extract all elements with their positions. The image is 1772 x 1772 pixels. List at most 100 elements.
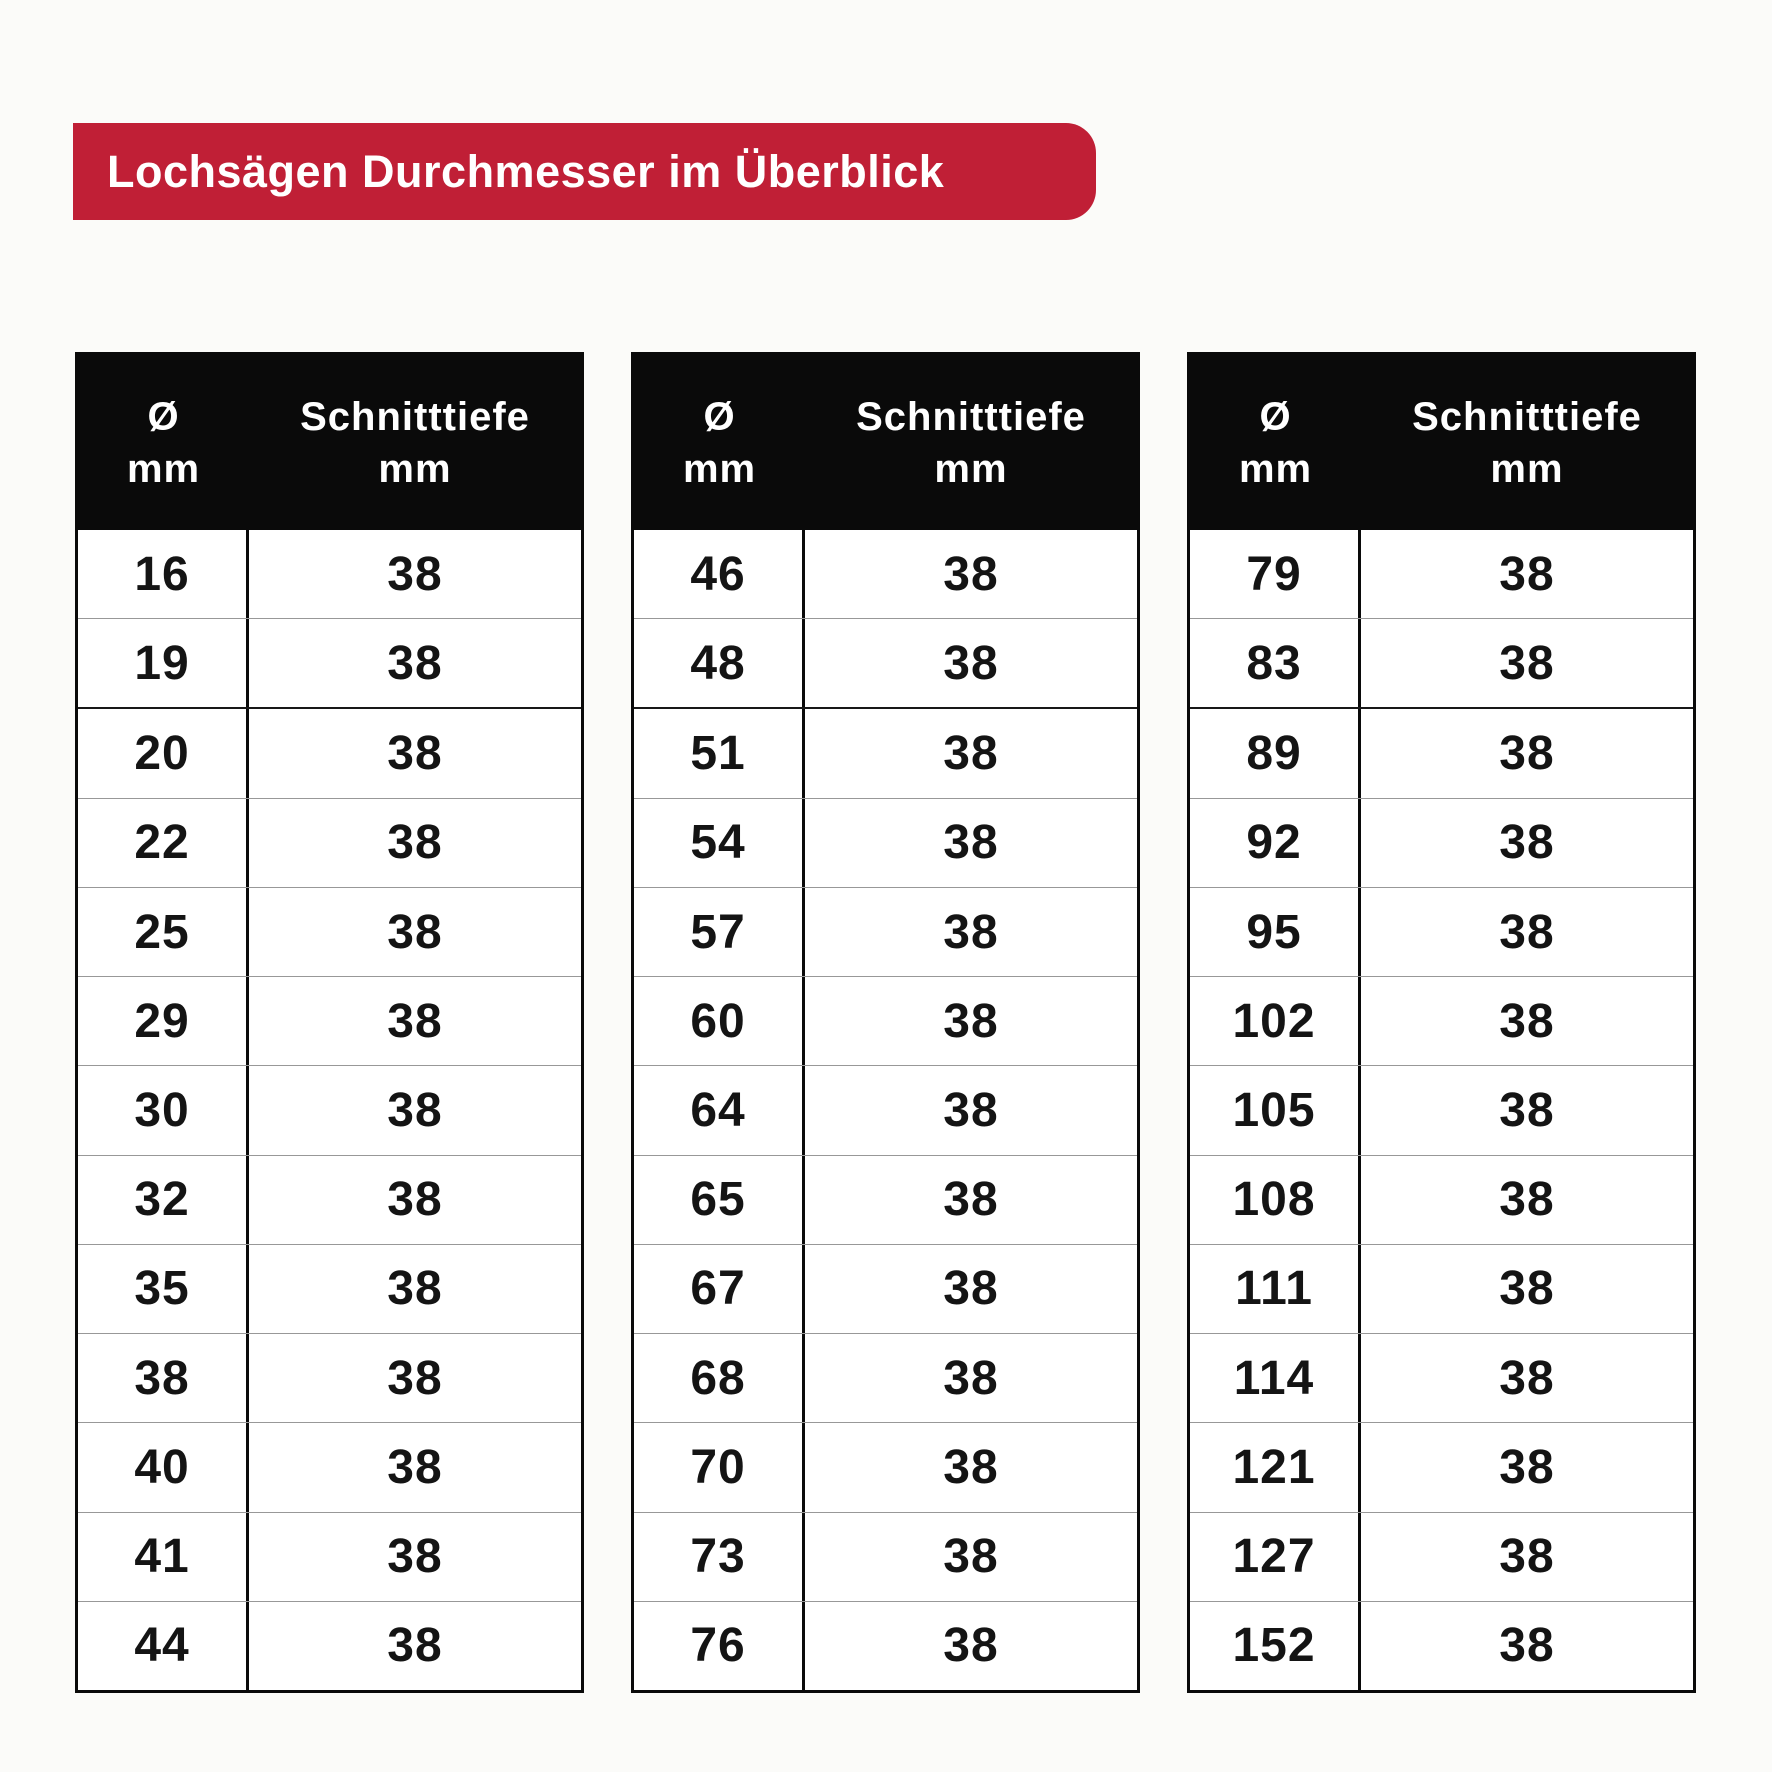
- diameter-cell: 114: [1190, 1334, 1362, 1423]
- cut-depth-label: Schnitttiefe: [1412, 394, 1642, 439]
- diameter-cell: 127: [1190, 1512, 1362, 1601]
- table-row: 35 38: [78, 1243, 581, 1334]
- cut-depth-cell: 38: [387, 1440, 443, 1494]
- table-row: 83 38: [1190, 618, 1693, 708]
- diameter-cell: 40: [78, 1423, 250, 1512]
- diameter-cell: 92: [1190, 798, 1362, 887]
- table-row: 95 38: [1190, 886, 1693, 977]
- diameter-cell: 30: [78, 1066, 250, 1155]
- diameter-cell: 38: [78, 1334, 250, 1423]
- diameter-cell: 51: [634, 709, 806, 798]
- diameter-cell: 46: [634, 530, 806, 619]
- page-title-text: Lochsägen Durchmesser im Überblick: [107, 145, 945, 197]
- diameter-cell: 57: [634, 887, 806, 977]
- diameter-cell: 83: [1190, 619, 1362, 708]
- cut-depth-cell: 38: [387, 1084, 443, 1138]
- cut-depth-cell: 38: [943, 1619, 999, 1673]
- cut-depth-cell: 38: [943, 816, 999, 870]
- cut-depth-cell: 38: [1499, 1173, 1555, 1227]
- cut-depth-cell: 38: [1499, 1440, 1555, 1494]
- table-row: 108 38: [1190, 1154, 1693, 1244]
- cut-depth-cell: 38: [387, 1351, 443, 1405]
- table-row: 65 38: [634, 1154, 1137, 1244]
- table-row: 79 38: [1190, 530, 1693, 619]
- table-row: 60 38: [634, 976, 1137, 1066]
- table-row: 19 38: [78, 618, 581, 708]
- hole-saw-table-1: Ø mm Schnitttiefe mm 16 38 19 38 20 38 22 38 25 3…: [75, 352, 584, 1693]
- table-row: 76 38: [634, 1600, 1137, 1691]
- table-body: 16 38 19 38 20 38 22 38 25 38 29 38 30 38 32 38 35 38 38 38…: [78, 530, 581, 1691]
- diameter-cell: 89: [1190, 709, 1362, 798]
- cut-depth-cell: 38: [943, 1351, 999, 1405]
- cut-depth-cell: 38: [1499, 727, 1555, 781]
- diameter-cell: 65: [634, 1155, 806, 1244]
- cut-depth-cell: 38: [1499, 1530, 1555, 1584]
- diameter-cell: 67: [634, 1244, 806, 1334]
- cut-depth-cell: 38: [387, 905, 443, 959]
- diameter-cell: 41: [78, 1512, 250, 1601]
- diameter-cell: 22: [78, 798, 250, 887]
- cut-depth-cell: 38: [387, 636, 443, 690]
- table-row: 29 38: [78, 976, 581, 1066]
- cut-depth-cell: 38: [943, 1440, 999, 1494]
- table-row: 41 38: [78, 1511, 581, 1601]
- cut-depth-unit-label: mm: [1490, 446, 1564, 491]
- cut-depth-column-header: Schnitttiefe mm: [249, 355, 581, 530]
- diameter-cell: 73: [634, 1512, 806, 1601]
- table-row: 16 38: [78, 530, 581, 619]
- cut-depth-cell: 38: [943, 1530, 999, 1584]
- table-body: 46 38 48 38 51 38 54 38 57 38 60 38 64 38 65 38 67 38 68 38…: [634, 530, 1137, 1691]
- diameter-cell: 19: [78, 619, 250, 708]
- cut-depth-column-header: Schnitttiefe mm: [805, 355, 1137, 530]
- cut-depth-cell: 38: [387, 1173, 443, 1227]
- cut-depth-cell: 38: [1499, 636, 1555, 690]
- cut-depth-cell: 38: [943, 1084, 999, 1138]
- diameter-unit-label: mm: [1238, 446, 1313, 491]
- cut-depth-cell: 38: [1499, 1262, 1555, 1316]
- cut-depth-cell: 38: [387, 727, 443, 781]
- table-row: 114 38: [1190, 1333, 1693, 1423]
- table-row: 20 38: [78, 707, 581, 798]
- diameter-cell: 16: [78, 530, 250, 619]
- table-row: 67 38: [634, 1243, 1137, 1334]
- table-row: 57 38: [634, 886, 1137, 977]
- table-row: 48 38: [634, 618, 1137, 708]
- cut-depth-cell: 38: [387, 547, 443, 601]
- page-title: Lochsägen Durchmesser im Überblick: [73, 123, 1096, 220]
- table-row: 89 38: [1190, 707, 1693, 798]
- diameter-cell: 54: [634, 798, 806, 887]
- diameter-symbol: Ø: [703, 394, 736, 439]
- table-row: 51 38: [634, 707, 1137, 798]
- hole-saw-table-3: Ø mm Schnitttiefe mm 79 38 83 38 89 38 92 38 95 3…: [1187, 352, 1696, 1693]
- diameter-cell: 105: [1190, 1066, 1362, 1155]
- diameter-column-header: Ø mm: [78, 355, 249, 530]
- cut-depth-cell: 38: [943, 547, 999, 601]
- tables-container: Ø mm Schnitttiefe mm 16 38 19 38 20 38 22 38 25 3…: [75, 352, 1696, 1693]
- cut-depth-cell: 38: [943, 1173, 999, 1227]
- diameter-cell: 76: [634, 1601, 806, 1691]
- table-row: 102 38: [1190, 976, 1693, 1066]
- table-row: 70 38: [634, 1422, 1137, 1512]
- table-row: 54 38: [634, 797, 1137, 887]
- table-row: 30 38: [78, 1065, 581, 1155]
- diameter-symbol: Ø: [1259, 394, 1292, 439]
- cut-depth-label: Schnitttiefe: [300, 394, 530, 439]
- diameter-cell: 44: [78, 1601, 250, 1691]
- table-row: 68 38: [634, 1333, 1137, 1423]
- diameter-cell: 102: [1190, 977, 1362, 1066]
- table-row: 111 38: [1190, 1243, 1693, 1334]
- diameter-cell: 60: [634, 977, 806, 1066]
- diameter-column-header: Ø mm: [634, 355, 805, 530]
- cut-depth-cell: 38: [387, 1619, 443, 1673]
- diameter-unit-label: mm: [126, 446, 201, 491]
- table-row: 73 38: [634, 1511, 1137, 1601]
- table-row: 32 38: [78, 1154, 581, 1244]
- cut-depth-unit-label: mm: [934, 446, 1008, 491]
- table-row: 152 38: [1190, 1600, 1693, 1691]
- table-header: Ø mm Schnitttiefe mm: [1190, 355, 1693, 530]
- table-row: 40 38: [78, 1422, 581, 1512]
- table-body: 79 38 83 38 89 38 92 38 95 38 102 38 105 38 108 38 111 38…: [1190, 530, 1693, 1691]
- diameter-cell: 70: [634, 1423, 806, 1512]
- cut-depth-unit-label: mm: [378, 446, 452, 491]
- cut-depth-label: Schnitttiefe: [856, 394, 1086, 439]
